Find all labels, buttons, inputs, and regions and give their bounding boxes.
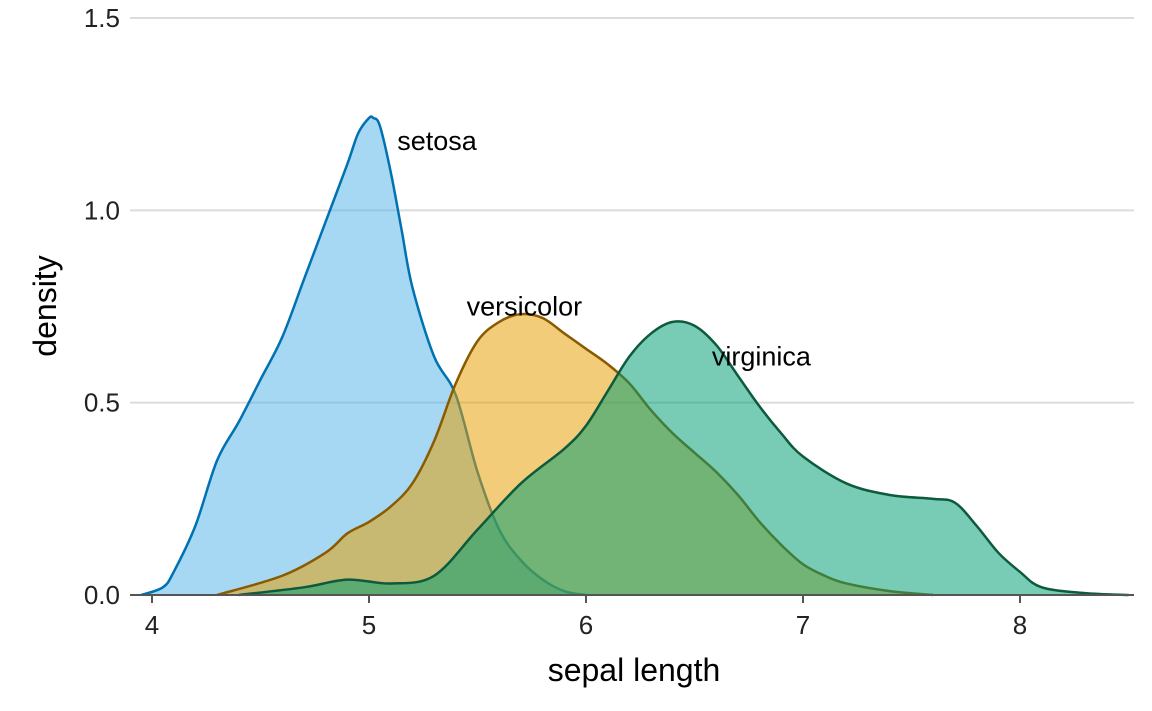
y-tick-label: 1.0 bbox=[84, 195, 120, 225]
density-line-virginica bbox=[238, 320, 1129, 597]
axes bbox=[130, 594, 1134, 603]
x-tick-label: 7 bbox=[796, 610, 810, 640]
density-areas bbox=[140, 115, 1129, 597]
x-axis-title: sepal length bbox=[548, 652, 721, 688]
y-tick-labels: 0.0 0.5 1.0 1.5 bbox=[84, 3, 120, 610]
y-tick-label: 0.0 bbox=[84, 580, 120, 610]
density-area-virginica bbox=[238, 321, 1129, 595]
y-tick-label: 0.5 bbox=[84, 388, 120, 418]
series-label-virginica: virginica bbox=[712, 342, 812, 372]
series-labels: setosa versicolor virginica bbox=[397, 126, 812, 371]
x-tick-label: 5 bbox=[362, 610, 376, 640]
x-tick-label: 4 bbox=[145, 610, 159, 640]
y-axis-title: density bbox=[27, 255, 63, 356]
series-label-versicolor: versicolor bbox=[467, 292, 583, 322]
x-tick-label: 8 bbox=[1013, 610, 1027, 640]
x-tick-label: 6 bbox=[579, 610, 593, 640]
series-label-setosa: setosa bbox=[397, 126, 478, 156]
x-tick-labels: 4 5 6 7 8 bbox=[145, 610, 1027, 640]
y-tick-label: 1.5 bbox=[84, 3, 120, 33]
